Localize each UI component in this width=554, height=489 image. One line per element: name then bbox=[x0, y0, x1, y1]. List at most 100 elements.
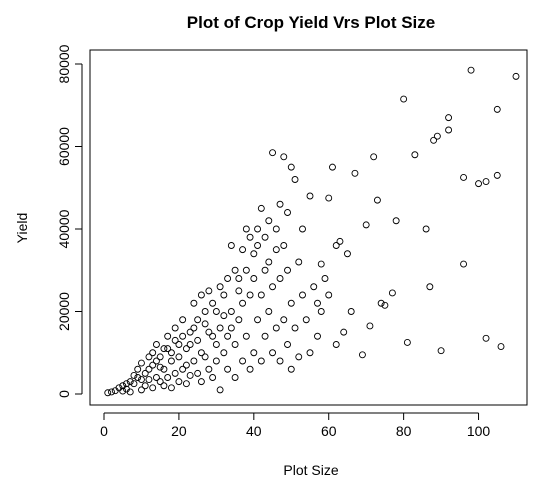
data-point bbox=[137, 359, 145, 367]
data-point bbox=[291, 324, 299, 332]
data-point bbox=[156, 363, 164, 371]
data-point bbox=[152, 374, 160, 381]
data-point bbox=[276, 200, 284, 208]
data-point bbox=[126, 378, 134, 386]
data-point bbox=[224, 275, 232, 282]
data-point bbox=[171, 324, 179, 332]
data-point bbox=[167, 349, 175, 357]
data-point bbox=[254, 225, 262, 233]
data-point bbox=[194, 336, 202, 344]
data-point bbox=[497, 343, 505, 351]
data-point bbox=[310, 283, 318, 291]
data-point bbox=[212, 308, 220, 315]
data-point bbox=[209, 332, 217, 340]
data-point bbox=[400, 95, 408, 103]
data-point bbox=[445, 126, 453, 134]
data-point bbox=[265, 217, 273, 225]
y-axis-label: Yield bbox=[14, 213, 30, 244]
data-point bbox=[325, 194, 333, 202]
data-point bbox=[437, 347, 445, 355]
data-point bbox=[171, 369, 179, 377]
data-point bbox=[426, 283, 434, 291]
data-point bbox=[216, 386, 224, 394]
data-point bbox=[358, 351, 366, 359]
data-point bbox=[227, 308, 235, 315]
data-point bbox=[306, 192, 314, 200]
data-point bbox=[164, 345, 172, 353]
data-point bbox=[242, 266, 250, 274]
data-point bbox=[130, 371, 138, 379]
y-tick-label: 20000 bbox=[56, 292, 72, 331]
data-point bbox=[186, 341, 194, 348]
x-tick-label: 20 bbox=[171, 423, 187, 439]
data-point bbox=[108, 388, 115, 396]
data-point bbox=[366, 322, 374, 330]
data-point bbox=[299, 225, 306, 233]
data-point bbox=[130, 380, 138, 388]
data-point bbox=[239, 246, 247, 254]
data-point bbox=[104, 389, 112, 397]
data-point bbox=[171, 336, 179, 344]
data-point bbox=[197, 291, 205, 299]
data-point bbox=[257, 291, 265, 299]
data-point bbox=[377, 299, 385, 307]
data-point bbox=[246, 365, 254, 373]
data-point bbox=[119, 387, 127, 395]
data-point bbox=[475, 180, 482, 188]
data-point bbox=[231, 341, 239, 348]
data-point bbox=[306, 349, 314, 357]
data-point bbox=[257, 204, 265, 212]
y-tick-label: 80000 bbox=[56, 44, 72, 83]
data-point bbox=[175, 378, 183, 386]
data-point bbox=[254, 316, 262, 324]
data-point bbox=[261, 266, 269, 274]
data-point bbox=[179, 332, 187, 340]
data-point bbox=[201, 353, 209, 361]
chart-title: Plot of Crop Yield Vrs Plot Size bbox=[187, 13, 435, 32]
data-point bbox=[164, 332, 172, 340]
data-point bbox=[242, 332, 250, 340]
data-point bbox=[205, 287, 213, 295]
data-point bbox=[179, 365, 187, 373]
data-point bbox=[145, 376, 153, 384]
x-tick-label: 80 bbox=[396, 423, 412, 439]
data-point bbox=[388, 289, 396, 297]
x-axis: 0 20 40 60 80 100 bbox=[100, 412, 490, 439]
data-point bbox=[246, 233, 254, 241]
data-point bbox=[164, 374, 172, 381]
y-tick-label: 60000 bbox=[56, 127, 72, 166]
data-point bbox=[149, 361, 157, 369]
data-point bbox=[141, 382, 149, 390]
data-point bbox=[287, 365, 295, 373]
data-point bbox=[272, 324, 280, 332]
data-point bbox=[284, 266, 291, 274]
data-point bbox=[254, 242, 262, 249]
data-point bbox=[295, 258, 303, 266]
data-point bbox=[295, 353, 303, 361]
data-point bbox=[149, 349, 157, 357]
data-point bbox=[186, 371, 194, 379]
data-point bbox=[227, 242, 235, 249]
data-point bbox=[299, 291, 306, 299]
data-point bbox=[156, 353, 164, 361]
data-point bbox=[314, 332, 321, 340]
data-point bbox=[137, 376, 145, 384]
data-point bbox=[197, 378, 205, 386]
data-point bbox=[212, 357, 220, 365]
data-point bbox=[186, 328, 194, 336]
data-point bbox=[493, 171, 501, 179]
data-point bbox=[175, 353, 183, 361]
data-point bbox=[362, 221, 370, 229]
data-point bbox=[145, 353, 153, 361]
data-point bbox=[482, 178, 490, 186]
data-points bbox=[104, 66, 520, 397]
data-point bbox=[422, 225, 430, 233]
data-point bbox=[460, 260, 468, 268]
data-point bbox=[235, 287, 243, 295]
data-point bbox=[329, 163, 336, 171]
data-point bbox=[160, 382, 168, 390]
data-point bbox=[265, 308, 273, 315]
data-point bbox=[197, 349, 205, 357]
y-tick-label: 40000 bbox=[56, 209, 72, 248]
